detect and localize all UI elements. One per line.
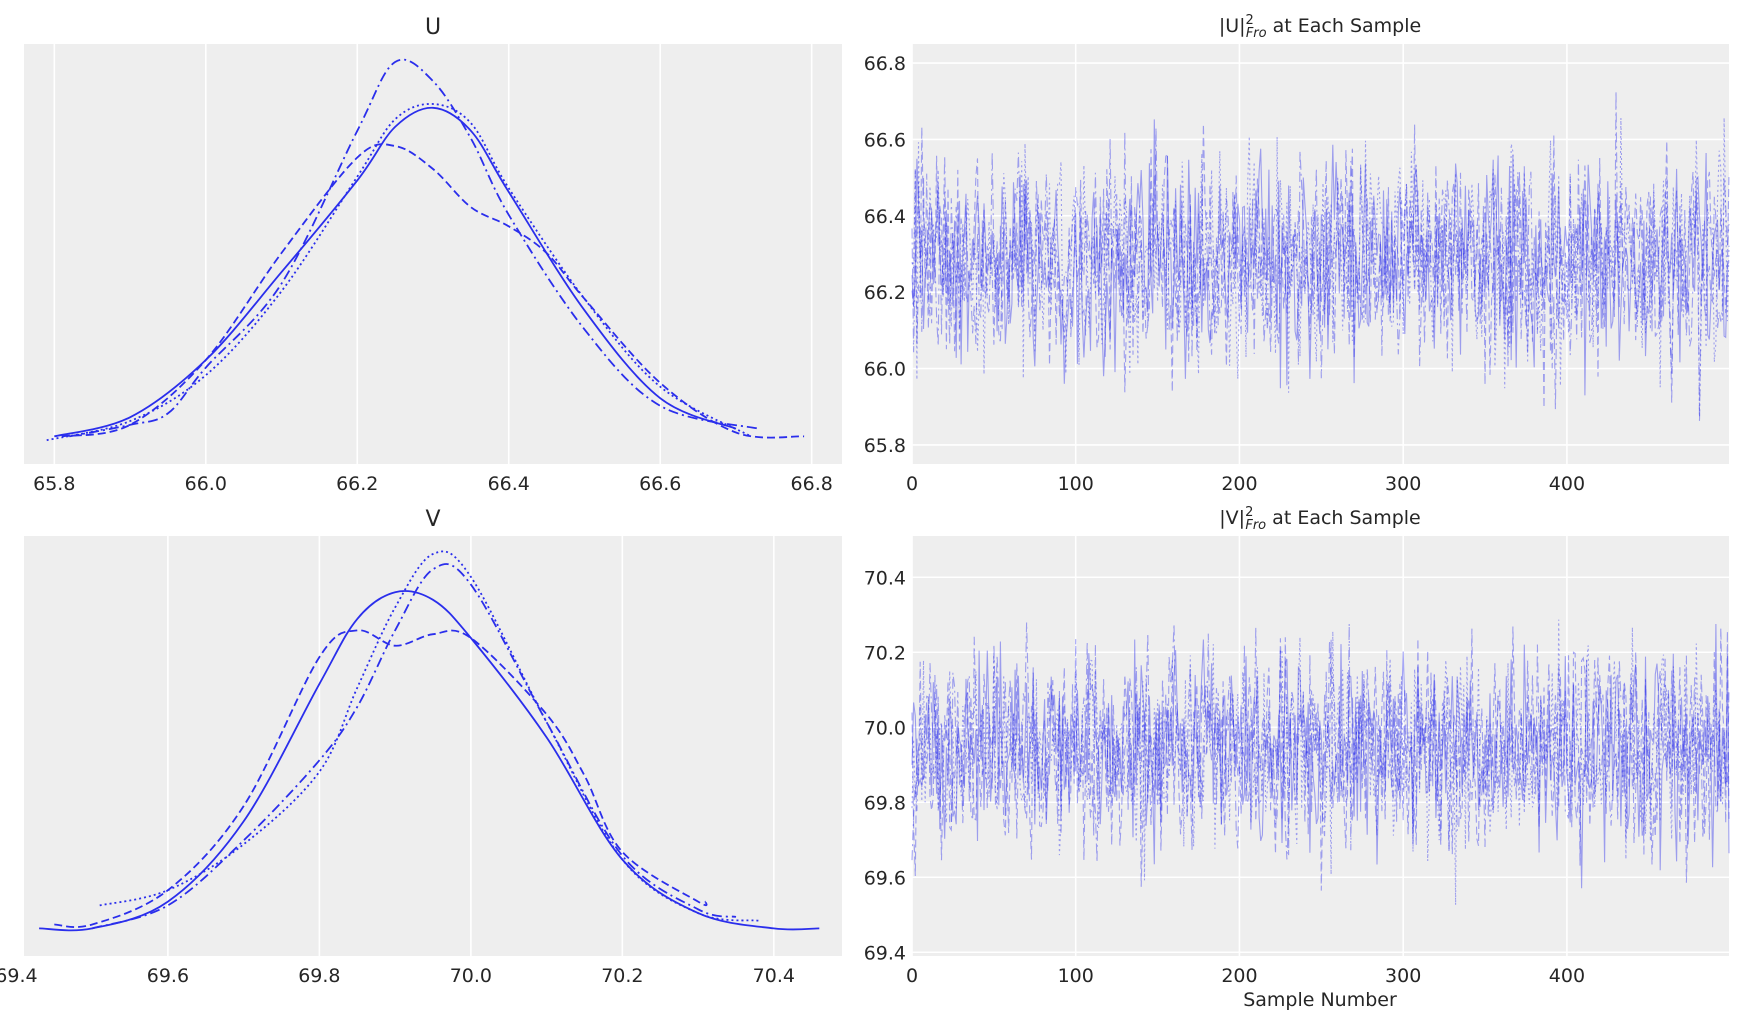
u-density-title: U bbox=[425, 15, 441, 40]
u-trace-tick-labels: 65.8 66.0 66.2 66.4 66.6 66.8 0 100 200 300 400 bbox=[864, 53, 1585, 495]
u-trace-x-tick-label: 200 bbox=[1221, 473, 1257, 495]
v-trace-x-tick-label: 100 bbox=[1058, 965, 1094, 987]
u-trace-gridlines bbox=[911, 44, 1729, 464]
v-trace-lines bbox=[911, 619, 1730, 905]
u-density-panel: 65.8 66.0 66.2 66.4 66.6 66.8 U bbox=[24, 15, 842, 495]
v-density-x-tick-label: 70.0 bbox=[450, 965, 492, 987]
u-trace-x-tick-label: 100 bbox=[1058, 473, 1094, 495]
u-trace-title-norm: |U| bbox=[1219, 15, 1246, 37]
u-density-x-tick-label: 66.8 bbox=[791, 473, 833, 495]
v-trace-x-tick-label: 300 bbox=[1385, 965, 1421, 987]
u-trace-panel: 65.8 66.0 66.2 66.4 66.6 66.8 0 100 200 300 400 |U… bbox=[864, 13, 1730, 495]
v-trace-y-tick-label: 69.4 bbox=[864, 942, 906, 964]
u-trace-title-sub: Fro bbox=[1246, 26, 1267, 41]
u-trace-chain-3-dotted bbox=[911, 117, 1730, 417]
u-trace-y-tick-label: 65.8 bbox=[864, 435, 906, 457]
v-trace-title-suffix: at Each Sample bbox=[1266, 507, 1421, 529]
v-density-x-tick-label: 69.6 bbox=[147, 965, 189, 987]
u-trace-chain-2-dashed bbox=[911, 124, 1730, 409]
u-density-kde-chain-3-dotted bbox=[46, 103, 752, 442]
u-density-x-tick-label: 66.6 bbox=[639, 473, 681, 495]
u-density-x-tick-label: 65.8 bbox=[33, 473, 75, 495]
v-trace-y-tick-label: 70.0 bbox=[864, 717, 906, 739]
v-trace-y-tick-label: 69.8 bbox=[864, 792, 906, 814]
v-density-x-tick-label: 69.8 bbox=[298, 965, 340, 987]
v-density-x-tick-label: 70.2 bbox=[601, 965, 643, 987]
v-density-x-tick-label: 69.4 bbox=[0, 965, 38, 987]
v-density-x-tick-labels: 69.4 69.6 69.8 70.0 70.2 70.4 bbox=[0, 965, 795, 987]
v-density-panel: 69.4 69.6 69.8 70.0 70.2 70.4 V bbox=[0, 507, 842, 987]
v-trace-x-tick-label: 0 bbox=[906, 965, 918, 987]
u-density-x-tick-label: 66.4 bbox=[488, 473, 530, 495]
u-trace-chain-4-dashdot bbox=[911, 91, 1730, 423]
u-density-kde-chain-2-dashed bbox=[61, 143, 805, 439]
u-density-x-tick-label: 66.2 bbox=[336, 473, 378, 495]
v-trace-title-sup: 2 bbox=[1245, 505, 1253, 520]
v-trace-x-axis-label: Sample Number bbox=[1243, 989, 1397, 1011]
u-trace-y-tick-label: 66.0 bbox=[864, 359, 906, 381]
v-trace-tick-labels: 69.4 69.6 69.8 70.0 70.2 70.4 0 100 200 300 400 bbox=[864, 567, 1585, 987]
v-trace-title-norm: |V| bbox=[1219, 507, 1245, 529]
v-trace-title: |V|2 Fro at Each Sample bbox=[1219, 505, 1420, 533]
u-density-gridlines bbox=[53, 44, 813, 464]
u-trace-title: |U|2 Fro at Each Sample bbox=[1219, 13, 1421, 41]
u-trace-x-tick-label: 300 bbox=[1385, 473, 1421, 495]
v-trace-plot-area bbox=[912, 536, 1729, 956]
u-trace-title-suffix: at Each Sample bbox=[1267, 15, 1422, 37]
v-trace-chain-4-dashdot bbox=[911, 622, 1730, 863]
v-trace-x-tick-label: 400 bbox=[1549, 965, 1585, 987]
v-trace-x-tick-label: 200 bbox=[1221, 965, 1257, 987]
v-density-curves bbox=[39, 550, 820, 932]
v-trace-chain-2-dashed bbox=[911, 626, 1730, 891]
v-density-kde-chain-4-dashdot bbox=[91, 563, 737, 930]
v-density-title: V bbox=[425, 507, 440, 532]
u-density-x-tick-labels: 65.8 66.0 66.2 66.4 66.6 66.8 bbox=[33, 473, 833, 495]
u-density-kde-chain-1-solid bbox=[54, 106, 737, 438]
u-density-x-tick-label: 66.0 bbox=[185, 473, 227, 495]
v-density-kde-chain-3-dotted bbox=[99, 550, 759, 922]
v-trace-y-tick-label: 69.6 bbox=[864, 867, 906, 889]
u-density-curves bbox=[46, 58, 805, 442]
u-trace-y-tick-label: 66.2 bbox=[864, 282, 906, 304]
v-trace-gridlines bbox=[911, 536, 1729, 956]
u-trace-title-sup: 2 bbox=[1246, 13, 1254, 28]
v-density-plot-area bbox=[24, 536, 842, 956]
v-trace-y-tick-label: 70.2 bbox=[864, 642, 906, 664]
u-trace-x-tick-label: 400 bbox=[1549, 473, 1585, 495]
u-trace-x-tick-label: 0 bbox=[906, 473, 918, 495]
v-trace-chain-3-dotted bbox=[911, 619, 1730, 905]
u-trace-chain-1-solid bbox=[911, 119, 1730, 396]
v-trace-panel: 69.4 69.6 69.8 70.0 70.2 70.4 0 100 200 300 400 |V… bbox=[864, 505, 1730, 1011]
v-trace-chain-1-solid bbox=[911, 623, 1730, 889]
u-trace-y-tick-label: 66.8 bbox=[864, 53, 906, 75]
u-trace-lines bbox=[911, 91, 1730, 423]
u-trace-plot-area bbox=[912, 44, 1729, 464]
u-trace-y-tick-label: 66.6 bbox=[864, 129, 906, 151]
v-density-x-tick-label: 70.4 bbox=[753, 965, 795, 987]
v-trace-y-tick-label: 70.4 bbox=[864, 567, 906, 589]
u-trace-y-tick-label: 66.4 bbox=[864, 206, 906, 228]
u-density-kde-chain-4-dashdot bbox=[69, 58, 759, 438]
v-density-gridlines bbox=[15, 536, 775, 956]
u-density-plot-area bbox=[24, 44, 842, 464]
v-trace-title-sub: Fro bbox=[1245, 518, 1266, 533]
v-density-kde-chain-2-dashed bbox=[54, 629, 708, 928]
